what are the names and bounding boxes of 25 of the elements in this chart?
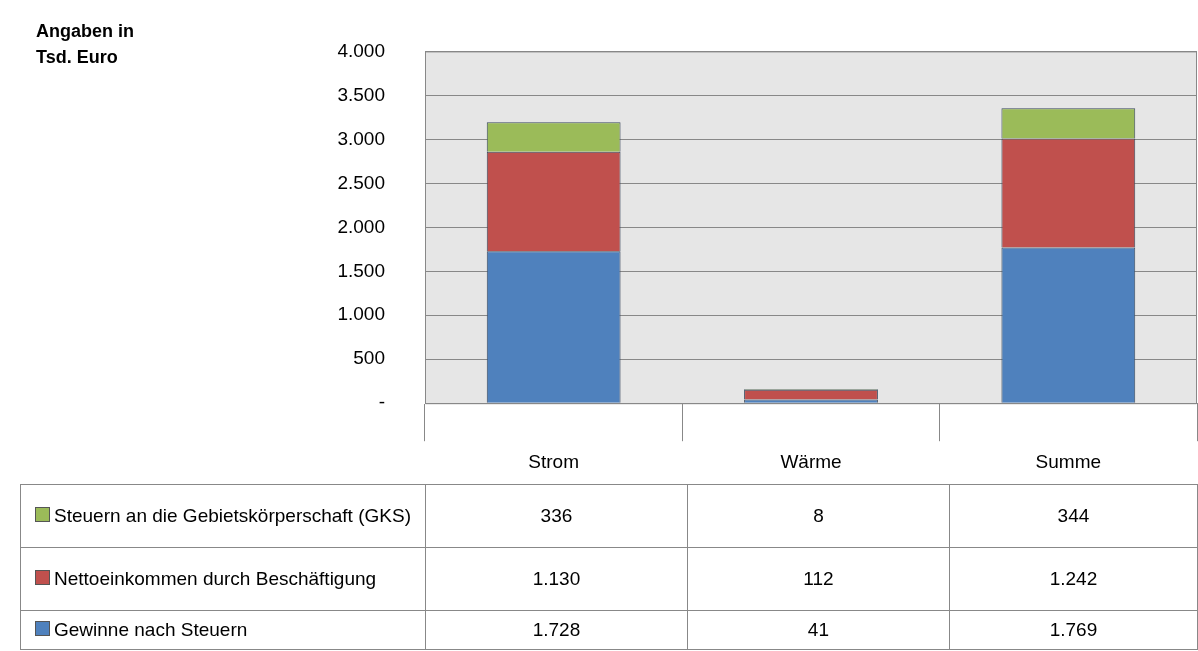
y-tick-label: 2.500 [337, 171, 385, 193]
y-tick-label: - [378, 391, 385, 413]
legend-label: Nettoeinkommen durch Beschäftigung [20, 547, 426, 611]
y-tick-label: 1.000 [337, 303, 385, 325]
data-label: 1.242 [949, 547, 1198, 611]
y-tick-label: 2.000 [337, 215, 385, 237]
y-tick-label: 4.000 [337, 39, 385, 61]
x-tick-label: Summe [1035, 450, 1102, 472]
data-label: 336 [425, 484, 688, 548]
x-tick-label: Wärme [780, 450, 842, 472]
x-tick-label: Strom [528, 450, 580, 472]
text: Angaben in Tsd. Euro [36, 20, 135, 69]
data-label: 41 [687, 610, 950, 650]
data-label: 112 [687, 547, 950, 611]
data-label: 1.728 [425, 610, 688, 650]
data-label: 1.130 [425, 547, 688, 611]
y-tick-label: 3.500 [337, 83, 385, 105]
data-label: 344 [949, 484, 1198, 548]
data-label: 1.769 [949, 610, 1198, 650]
data-label: 8 [687, 484, 950, 548]
legend-label: Steuern an die Gebietskörperschaft (GKS) [20, 484, 426, 548]
y-tick-label: 1.500 [337, 259, 385, 281]
legend-label: Gewinne nach Steuern [20, 610, 426, 650]
y-tick-label: 3.000 [337, 127, 385, 149]
y-tick-label: 500 [353, 347, 385, 369]
